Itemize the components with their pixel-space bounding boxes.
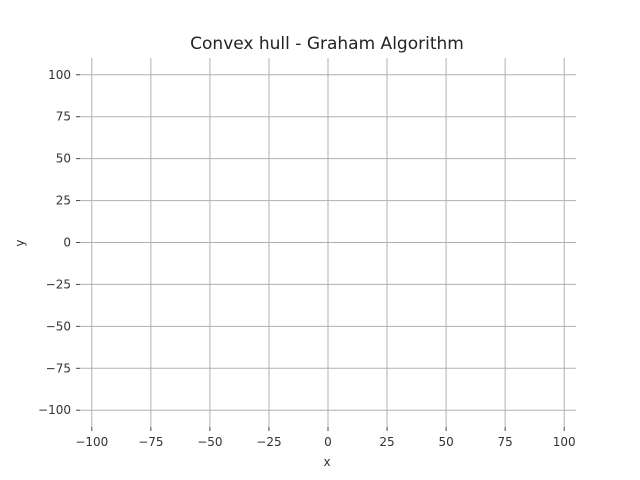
y-tick-labels: −100 −75 −50 −25 0 25 50 75 100 xyxy=(38,68,71,417)
x-tick-label: −50 xyxy=(197,435,222,449)
x-tick-label: 0 xyxy=(324,435,332,449)
x-tick-label: −25 xyxy=(256,435,281,449)
x-axis-label: x xyxy=(323,455,330,469)
y-tick-label: 75 xyxy=(56,110,71,124)
grid-lines xyxy=(80,58,576,427)
y-axis-label: y xyxy=(13,239,27,246)
chart-title: Convex hull - Graham Algorithm xyxy=(190,34,464,54)
x-tick-label: 100 xyxy=(553,435,576,449)
x-tick-label: 50 xyxy=(438,435,453,449)
x-tick-label: 75 xyxy=(498,435,513,449)
x-tick-label: −100 xyxy=(75,435,108,449)
y-tick-label: −50 xyxy=(46,319,71,333)
y-tick-label: 0 xyxy=(63,236,71,250)
y-tick-label: −75 xyxy=(46,361,71,375)
x-tick-label: 25 xyxy=(379,435,394,449)
y-tick-label: 50 xyxy=(56,152,71,166)
x-tick-labels: −100 −75 −50 −25 0 25 50 75 100 xyxy=(75,435,575,449)
y-tick-label: 100 xyxy=(48,68,71,82)
y-tick-label: −25 xyxy=(46,277,71,291)
y-tick-label: 25 xyxy=(56,194,71,208)
x-tick-label: −75 xyxy=(138,435,163,449)
axis-ticks xyxy=(76,74,565,431)
y-tick-label: −100 xyxy=(38,403,71,417)
